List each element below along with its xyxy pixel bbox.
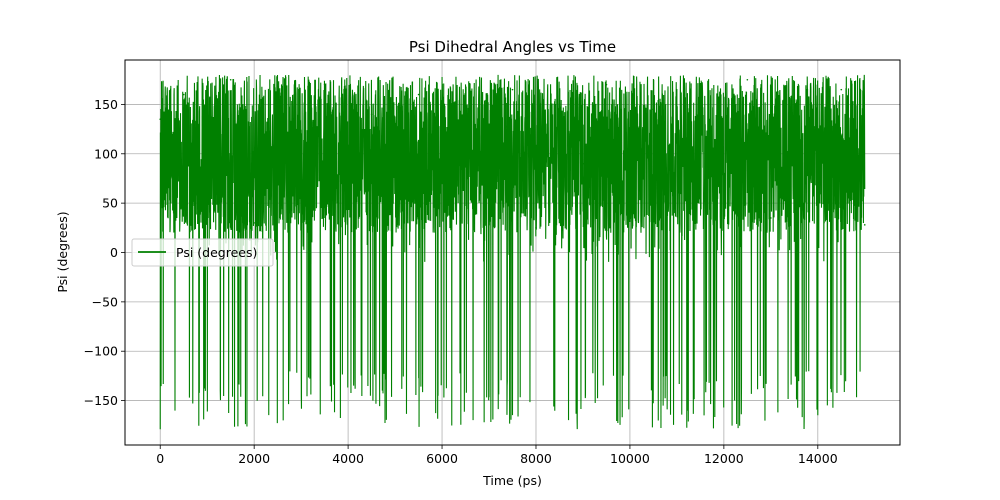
- y-tick-label: −150: [84, 393, 118, 408]
- x-axis: 0 2000 4000 6000 8000 10000 12000 14000: [156, 445, 838, 466]
- psi-data-point: [723, 172, 725, 175]
- psi-data-point: [605, 83, 608, 86]
- psi-data-point: [676, 118, 678, 121]
- psi-data-point: [323, 83, 326, 86]
- psi-data-point: [300, 133, 302, 135]
- psi-data-point: [535, 227, 537, 229]
- psi-data-point: [347, 207, 349, 209]
- x-axis-title: Time (ps): [482, 473, 542, 488]
- y-tick-label: −50: [92, 294, 118, 309]
- psi-data-point: [770, 217, 772, 219]
- psi-data-point: [511, 88, 514, 91]
- psi-data-point: [417, 93, 420, 96]
- psi-data-point: [253, 222, 255, 224]
- psi-data-point: [464, 103, 467, 106]
- psi-data-point: [182, 93, 185, 96]
- psi-data-point: [276, 103, 279, 106]
- x-tick-label: 4000: [332, 451, 364, 466]
- psi-data-point: [229, 78, 232, 81]
- legend-box: [131, 238, 274, 267]
- x-tick-label: 12000: [704, 451, 744, 466]
- y-axis-title: Psi (degrees): [55, 211, 70, 292]
- y-tick-label: 100: [94, 146, 118, 161]
- psi-data-point: [699, 93, 702, 96]
- x-tick-label: 14000: [798, 451, 838, 466]
- psi-data-point: [159, 118, 162, 121]
- psi-data-point: [793, 103, 796, 106]
- psi-series-line: [159, 74, 866, 430]
- psi-data-point: [488, 212, 490, 214]
- psi-data-point: [206, 192, 208, 195]
- x-tick-label: 2000: [238, 451, 270, 466]
- psi-data-point: [817, 143, 819, 145]
- psi-data-point: [394, 152, 396, 155]
- y-axis: −150 −100 −50 0 50 100 150: [84, 97, 125, 408]
- legend: Psi (degrees): [131, 238, 274, 267]
- y-tick-label: 50: [102, 196, 118, 211]
- psi-data-point: [863, 224, 866, 226]
- psi-data-point: [629, 202, 631, 204]
- x-tick-label: 0: [156, 451, 164, 466]
- y-tick-label: 150: [94, 97, 118, 112]
- psi-data-point: [558, 98, 561, 101]
- x-tick-label: 10000: [610, 451, 650, 466]
- psi-data-point: [370, 113, 373, 116]
- y-tick-label: 0: [110, 245, 118, 260]
- legend-label: Psi (degrees): [176, 245, 257, 260]
- y-tick-label: −100: [84, 344, 118, 359]
- psi-data-point: [582, 162, 584, 165]
- x-tick-label: 8000: [520, 451, 552, 466]
- x-tick-label: 6000: [426, 451, 458, 466]
- psi-data-point: [441, 182, 443, 185]
- psi-data-point: [840, 88, 843, 91]
- psi-data-point: [746, 78, 749, 81]
- chart-title: Psi Dihedral Angles vs Time: [409, 38, 616, 56]
- plot-area: [159, 74, 866, 430]
- psi-data-point: [652, 108, 655, 111]
